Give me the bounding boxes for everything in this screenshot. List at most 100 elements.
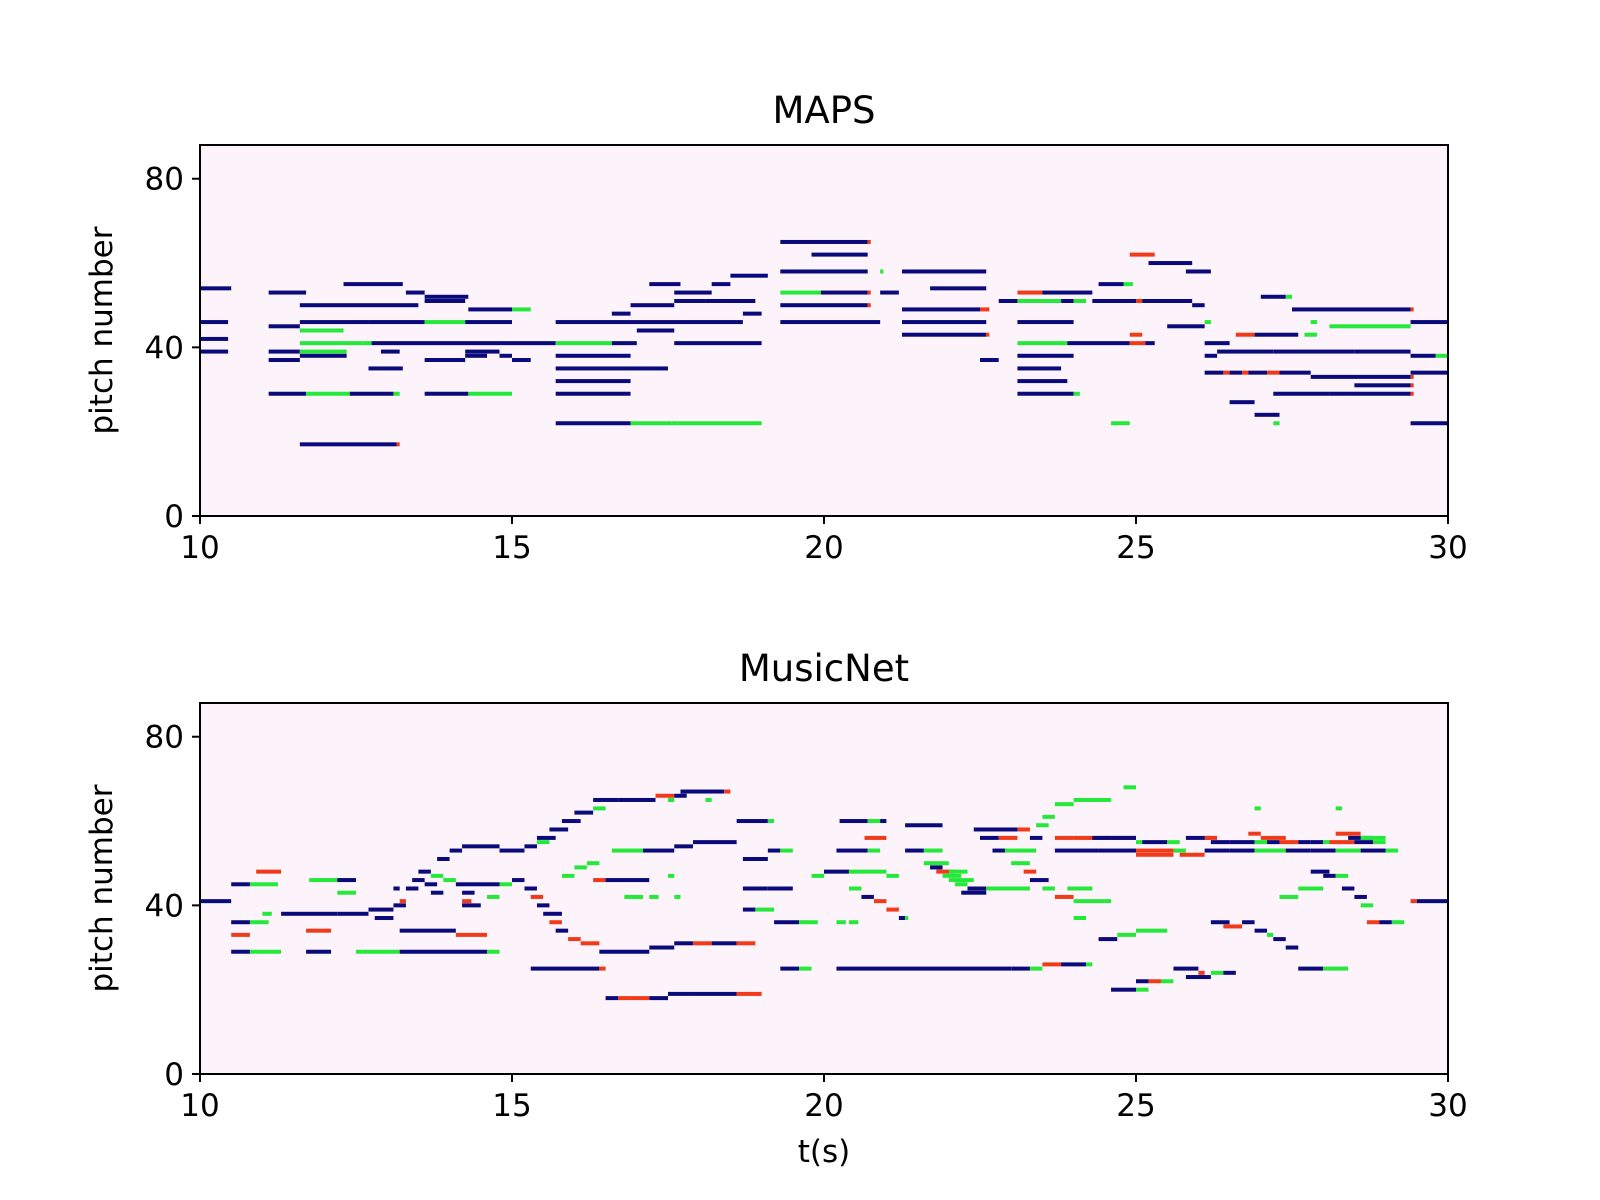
note-correct <box>774 920 800 925</box>
note-correct <box>1410 370 1448 375</box>
note-correct <box>636 328 675 333</box>
note-extra <box>980 307 990 312</box>
note-correct <box>1017 379 1068 384</box>
note-correct <box>1229 840 1255 845</box>
note-correct <box>536 835 556 840</box>
note-extra <box>568 937 581 942</box>
note-correct <box>880 819 887 824</box>
note-missed <box>867 848 881 853</box>
note-missed <box>1017 298 1062 303</box>
note-missed <box>487 894 500 899</box>
note-extra <box>1410 391 1414 396</box>
note-correct <box>549 827 569 832</box>
note-correct <box>742 886 768 891</box>
note-correct <box>231 882 250 887</box>
note-correct <box>465 320 512 325</box>
note-missed <box>1117 932 1136 937</box>
note-correct <box>967 886 987 891</box>
note-correct <box>1192 303 1205 308</box>
note-missed <box>424 320 466 325</box>
note-extra <box>1179 852 1205 857</box>
note-correct <box>405 290 425 295</box>
note-missed <box>1391 920 1405 925</box>
note-correct <box>611 341 637 346</box>
note-correct <box>1341 886 1355 891</box>
note-missed <box>861 869 887 874</box>
note-correct <box>499 353 512 358</box>
note-correct <box>902 269 987 274</box>
note-correct <box>399 928 456 933</box>
note-missed <box>1073 298 1087 303</box>
note-correct <box>449 848 463 853</box>
note-correct <box>1092 298 1136 303</box>
note-correct <box>992 848 1005 853</box>
note-correct <box>1229 400 1255 405</box>
note-correct <box>1410 421 1448 426</box>
note-correct <box>980 358 999 363</box>
note-extra <box>1235 332 1255 337</box>
note-missed <box>1036 823 1049 828</box>
x-tick-label: 30 <box>1428 1088 1467 1124</box>
note-extra <box>630 996 650 1001</box>
note-correct <box>268 324 300 329</box>
note-extra <box>396 442 400 447</box>
note-correct <box>299 442 397 447</box>
note-missed <box>780 848 793 853</box>
note-correct <box>1229 848 1255 853</box>
note-correct <box>1185 269 1211 274</box>
note-correct <box>424 358 466 363</box>
note-correct <box>674 844 693 849</box>
note-missed <box>512 307 531 312</box>
note-missed <box>1323 840 1330 845</box>
note-correct <box>1142 298 1193 303</box>
note-correct <box>465 349 500 354</box>
note-missed <box>886 873 899 878</box>
note-missed <box>955 878 974 883</box>
note-missed <box>799 920 812 925</box>
note-correct <box>668 991 693 996</box>
note-extra <box>1023 869 1037 874</box>
note-missed <box>1029 966 1043 971</box>
note-missed <box>1335 848 1361 853</box>
note-correct <box>1254 412 1280 417</box>
note-missed <box>536 840 550 845</box>
note-correct <box>412 878 425 883</box>
note-extra <box>599 966 606 971</box>
note-correct <box>1242 920 1255 925</box>
note-correct <box>836 848 868 853</box>
note-missed <box>1279 894 1299 899</box>
note-missed <box>1254 806 1261 811</box>
note-missed <box>1073 391 1080 396</box>
note-correct <box>674 341 762 346</box>
note-correct <box>424 391 469 396</box>
note-extra <box>1129 341 1146 346</box>
note-correct <box>905 848 924 853</box>
note-extra <box>1042 962 1062 967</box>
note-correct <box>437 856 450 861</box>
note-extra <box>886 907 899 912</box>
note-correct <box>462 903 481 908</box>
note-correct <box>649 282 681 287</box>
note-correct <box>1298 966 1324 971</box>
note-correct <box>1310 869 1330 874</box>
note-missed <box>1360 835 1386 840</box>
note-correct <box>880 290 899 295</box>
note-correct <box>555 928 569 933</box>
note-correct <box>780 239 868 244</box>
y-tick-label: 40 <box>145 330 184 366</box>
chart-title-maps: MAPS <box>772 89 875 132</box>
y-tick-label: 80 <box>145 720 184 756</box>
note-correct <box>820 290 868 295</box>
x-axis-label-musicnet: t(s) <box>798 1134 851 1170</box>
note-missed <box>249 949 282 954</box>
note-correct <box>705 298 756 303</box>
note-correct <box>268 391 307 396</box>
note-correct <box>902 332 987 337</box>
note-correct <box>530 966 600 971</box>
note-missed <box>1160 979 1174 984</box>
note-correct <box>1279 370 1311 375</box>
note-missed <box>1304 332 1317 337</box>
note-correct <box>371 341 512 346</box>
note-correct <box>536 903 550 908</box>
note-missed <box>1435 353 1448 358</box>
